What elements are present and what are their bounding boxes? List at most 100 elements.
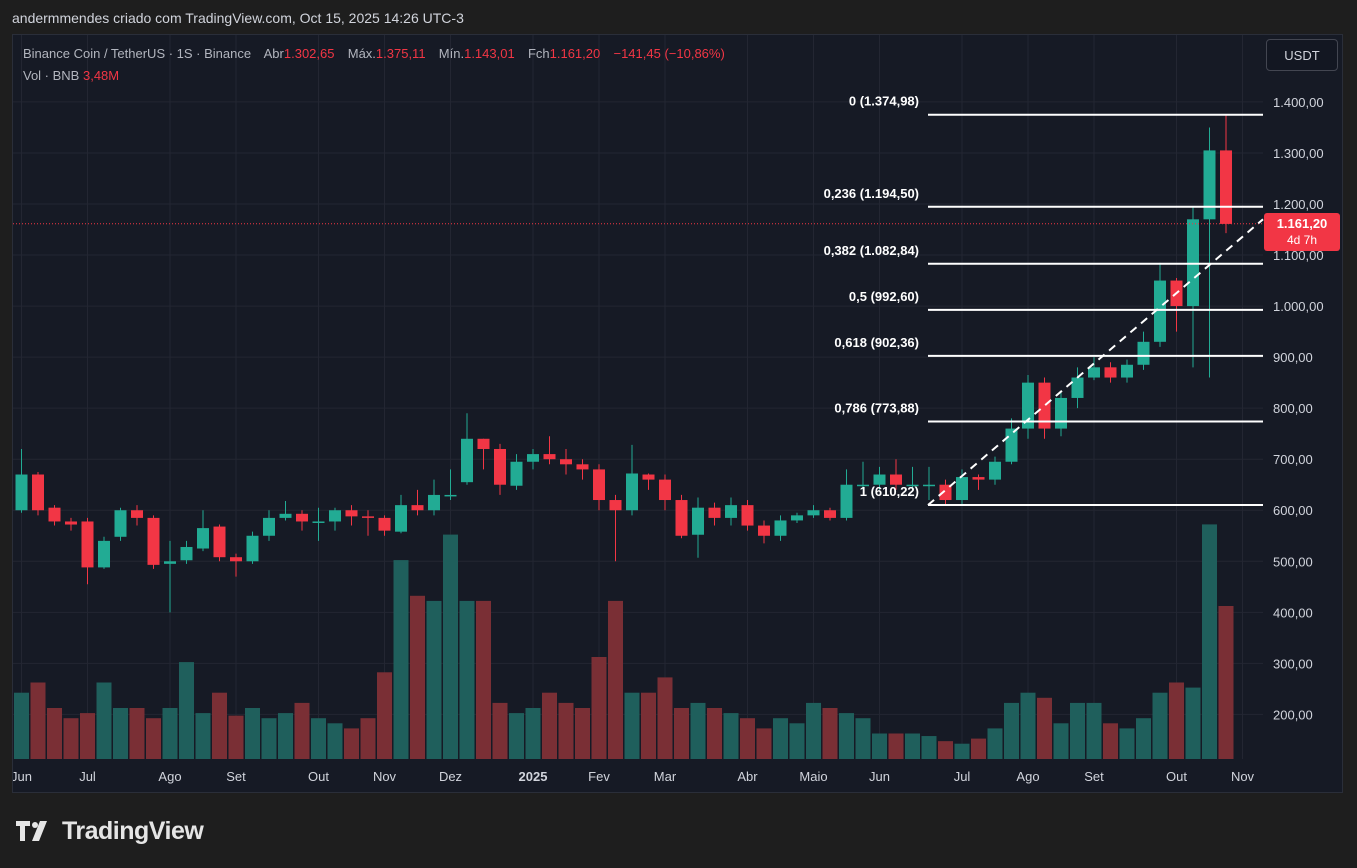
y-axis-tick: 800,00 <box>1273 401 1313 416</box>
volume-bar <box>377 672 392 759</box>
x-axis-tick: Jun <box>13 769 32 784</box>
volume-bar <box>740 718 755 759</box>
currency-button[interactable]: USDT <box>1266 39 1338 71</box>
candle-body <box>345 510 358 517</box>
x-axis-tick: Fev <box>588 769 610 784</box>
x-axis-tick: Maio <box>799 769 827 784</box>
fib-level-label: 0,5 (992,60) <box>849 289 919 304</box>
volume-bar <box>195 713 211 759</box>
fib-level-label: 1 (610,22) <box>860 484 919 499</box>
candle-body <box>246 535 259 562</box>
y-axis-tick: 700,00 <box>1273 452 1313 467</box>
volume-bar <box>1169 682 1184 759</box>
volume-bar <box>179 662 194 759</box>
open-value: 1.302,65 <box>283 46 335 61</box>
y-axis-tick: 200,00 <box>1273 707 1313 722</box>
volume-bar <box>492 702 508 759</box>
volume-bar <box>1070 702 1085 759</box>
candle-body <box>296 513 308 522</box>
last-price-tag: 1.161,20 4d 7h <box>1264 213 1340 251</box>
close-label: Fch <box>527 46 550 61</box>
high-label: Máx. <box>347 46 376 61</box>
candle-body <box>494 448 506 485</box>
candle-body <box>378 517 391 531</box>
volume-bar <box>1119 728 1135 759</box>
candle-body <box>1104 367 1117 378</box>
candle-body <box>692 507 704 535</box>
x-axis-tick: Ago <box>158 769 181 784</box>
candle-body <box>477 438 490 449</box>
brand-name: TradingView <box>62 816 204 845</box>
chart-panel[interactable]: 200,00 300,00 400,00 500,00 600,00 700,00 800,… <box>12 34 1343 793</box>
candle-body <box>213 526 226 558</box>
y-axis-tick: 600,00 <box>1273 503 1313 518</box>
candle-body <box>1137 341 1150 365</box>
y-axis-tick: 1.200,00 <box>1273 197 1324 212</box>
candle-body <box>642 474 655 480</box>
x-axis-tick: Abr <box>737 769 758 784</box>
price-chart[interactable]: 200,00 300,00 400,00 500,00 600,00 700,00 800,… <box>13 35 1343 793</box>
volume-bar <box>789 723 805 759</box>
fib-level-label: 0,382 (1.082,84) <box>824 243 919 258</box>
low-value: 1.143,01 <box>464 46 515 61</box>
y-axis-tick: 1.300,00 <box>1273 146 1324 161</box>
y-axis-tick: 900,00 <box>1273 350 1313 365</box>
volume-bar <box>311 718 326 759</box>
candle-body <box>180 546 193 561</box>
candle-body <box>1022 382 1034 429</box>
candle-body <box>48 507 61 522</box>
candle-body <box>840 484 853 518</box>
volume-bar <box>1020 692 1036 759</box>
open-label: Abr <box>263 46 284 61</box>
volume-bar <box>971 738 986 759</box>
candle-body <box>1055 397 1067 429</box>
volume-bar <box>393 560 409 759</box>
volume-legend: Vol · BNB 3,48M <box>23 68 119 83</box>
candle-body <box>906 484 919 487</box>
candle-body <box>461 438 473 483</box>
y-axis-tick: 300,00 <box>1273 656 1313 671</box>
high-value: 1.375,11 <box>375 46 426 61</box>
volume-bar <box>360 718 376 759</box>
fib-level-label: 0,236 (1.194,50) <box>824 186 919 201</box>
volume-bar <box>1152 692 1168 759</box>
candle-body <box>1220 150 1232 224</box>
candle-body <box>32 474 44 511</box>
candle-body <box>791 515 803 521</box>
volume-bar <box>146 718 161 759</box>
volume-bar <box>426 600 442 759</box>
volume-bar <box>1218 606 1234 759</box>
candle-body <box>15 474 28 511</box>
volume-bar <box>245 708 260 759</box>
volume-bar <box>14 692 29 759</box>
x-axis-tick: Jun <box>869 769 890 784</box>
candle-body <box>444 494 457 497</box>
volume-bar <box>822 708 838 759</box>
volume-bar <box>542 692 557 759</box>
volume-bar <box>591 657 607 759</box>
volume-bar <box>608 600 623 759</box>
volume-bar <box>987 728 1003 759</box>
candle-body <box>1154 280 1166 342</box>
low-label: Mín. <box>438 46 465 61</box>
candle-body <box>395 505 407 532</box>
volume-bar <box>558 702 574 759</box>
symbol-label[interactable]: Binance Coin / TetherUS · 1S · Binance <box>23 46 252 61</box>
tradingview-logo: TradingView <box>16 816 204 846</box>
candle-body <box>807 510 820 516</box>
candle-body <box>1038 382 1051 429</box>
volume-bar <box>113 708 128 759</box>
volume-bar <box>129 708 145 759</box>
candle-body <box>675 500 688 536</box>
candle-body <box>197 528 209 549</box>
x-axis-tick: Set <box>226 769 246 784</box>
candle-body <box>972 477 985 480</box>
volume-label[interactable]: Vol · BNB <box>23 68 80 83</box>
x-axis-tick: Dez <box>439 769 462 784</box>
x-axis-tick: Jul <box>954 769 971 784</box>
volume-bar <box>162 708 178 759</box>
chart-attribution: andermmendes criado com TradingView.com,… <box>12 10 464 26</box>
volume-bar <box>212 692 227 759</box>
fib-level-label: 0 (1.374,98) <box>849 94 919 109</box>
tradingview-logo-icon <box>16 821 47 841</box>
